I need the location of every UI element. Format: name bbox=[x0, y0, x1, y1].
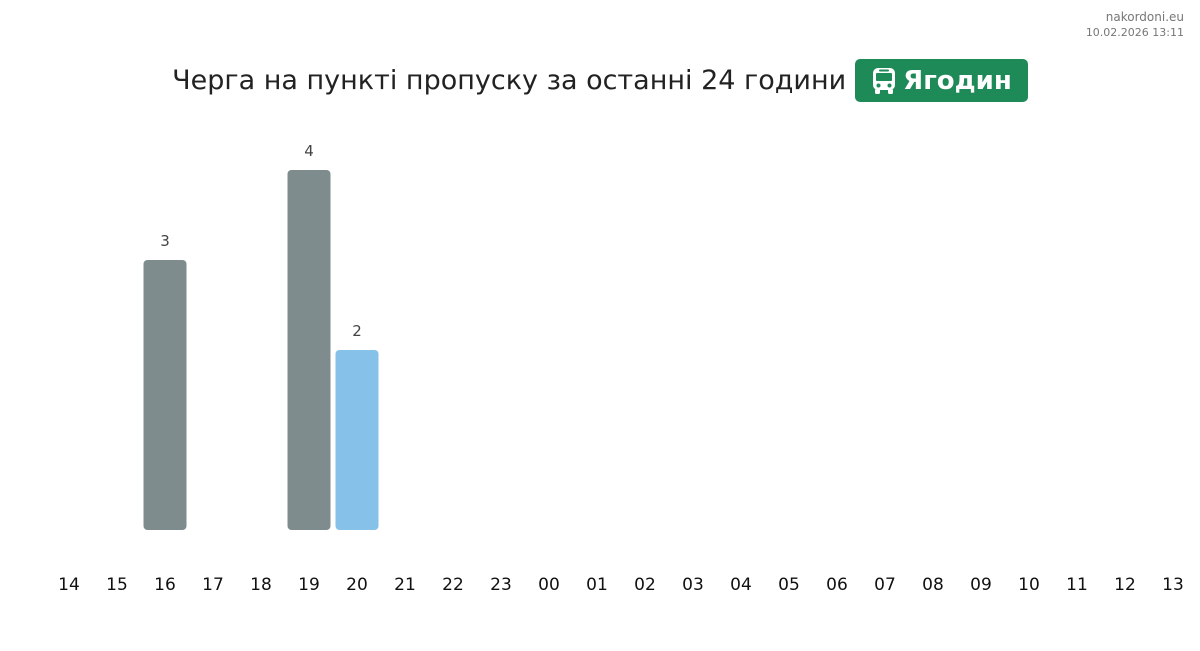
x-tick-label: 09 bbox=[970, 575, 992, 595]
x-tick-label: 13 bbox=[1162, 575, 1184, 595]
x-tick-label: 15 bbox=[106, 575, 128, 595]
x-tick-label: 04 bbox=[730, 575, 752, 595]
x-tick-label: 07 bbox=[874, 575, 896, 595]
value-label: 2 bbox=[352, 322, 362, 340]
x-tick-label: 21 bbox=[394, 575, 416, 595]
x-tick-label: 08 bbox=[922, 575, 944, 595]
header: Черга на пункті пропуску за останні 24 г… bbox=[0, 59, 1200, 102]
x-tick-label: 11 bbox=[1066, 575, 1088, 595]
x-tick-label: 19 bbox=[298, 575, 320, 595]
timestamp: 10.02.2026 13:11 bbox=[1085, 26, 1184, 39]
x-tick-label: 12 bbox=[1114, 575, 1136, 595]
value-label: 3 bbox=[160, 232, 170, 250]
x-tick-label: 00 bbox=[538, 575, 560, 595]
watermark: nakordoni.eu 10.02.2026 13:11 bbox=[1086, 9, 1184, 41]
bar bbox=[335, 350, 379, 530]
value-label: 4 bbox=[304, 142, 314, 160]
badge-text: Ягодин bbox=[903, 65, 1012, 96]
bar bbox=[287, 170, 331, 530]
bar bbox=[143, 260, 187, 530]
x-tick-label: 14 bbox=[58, 575, 80, 595]
x-tick-label: 03 bbox=[682, 575, 704, 595]
x-tick-label: 23 bbox=[490, 575, 512, 595]
bus-icon bbox=[873, 67, 896, 94]
chart-title: Черга на пункті пропуску за останні 24 г… bbox=[172, 65, 847, 96]
x-tick-label: 18 bbox=[250, 575, 272, 595]
x-tick-label: 17 bbox=[202, 575, 224, 595]
checkpoint-badge: Ягодин bbox=[855, 59, 1028, 102]
x-tick-label: 02 bbox=[634, 575, 656, 595]
x-tick-label: 01 bbox=[586, 575, 608, 595]
x-tick-label: 05 bbox=[778, 575, 800, 595]
x-tick-label: 10 bbox=[1018, 575, 1040, 595]
x-tick-label: 06 bbox=[826, 575, 848, 595]
x-tick-label: 22 bbox=[442, 575, 464, 595]
x-tick-label: 20 bbox=[346, 575, 368, 595]
x-tick-label: 16 bbox=[154, 575, 176, 595]
site-name: nakordoni.eu bbox=[1105, 10, 1184, 24]
